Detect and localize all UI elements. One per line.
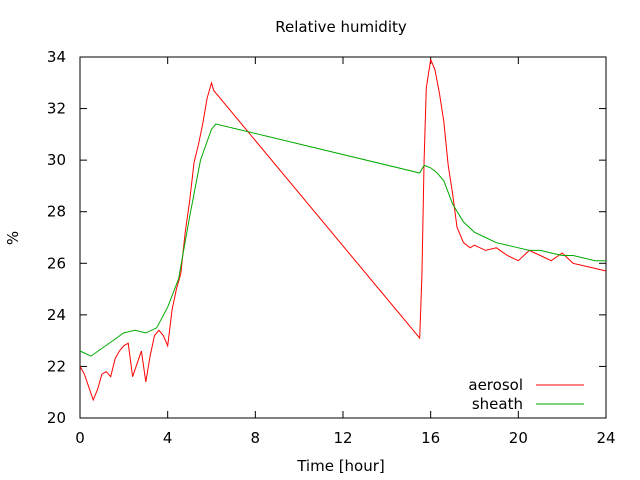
y-tick-label: 24 [47, 306, 66, 324]
x-axis-label: Time [hour] [296, 457, 385, 475]
y-tick-label: 30 [47, 151, 66, 169]
y-tick-label: 28 [47, 203, 66, 221]
y-tick-label: 20 [47, 409, 66, 427]
y-tick-label: 34 [47, 48, 66, 66]
y-tick-label: 22 [47, 357, 66, 375]
x-tick-label: 16 [421, 429, 440, 447]
series-line-aerosol [79, 57, 607, 402]
plot-area-frame [79, 56, 607, 419]
x-tick-label: 8 [251, 429, 261, 447]
legend-label-sheath: sheath [472, 395, 523, 413]
x-tick-label: 0 [75, 429, 85, 447]
series-line-sheath [79, 123, 606, 357]
series-layer [79, 57, 607, 402]
x-tick-label: 4 [163, 429, 173, 447]
legend-label-aerosol: aerosol [468, 376, 523, 394]
y-tick-label: 32 [47, 100, 66, 118]
x-tick-label: 20 [509, 429, 528, 447]
chart-title: Relative humidity [275, 18, 407, 36]
x-tick-label: 12 [333, 429, 352, 447]
y-axis-label: % [4, 231, 22, 245]
y-axis-ticks: 20 22 24 26 28 30 32 34 [47, 48, 606, 427]
y-tick-label: 26 [47, 254, 66, 272]
x-tick-label: 24 [596, 429, 615, 447]
x-axis-ticks: 0 4 8 12 16 20 24 [75, 57, 616, 447]
